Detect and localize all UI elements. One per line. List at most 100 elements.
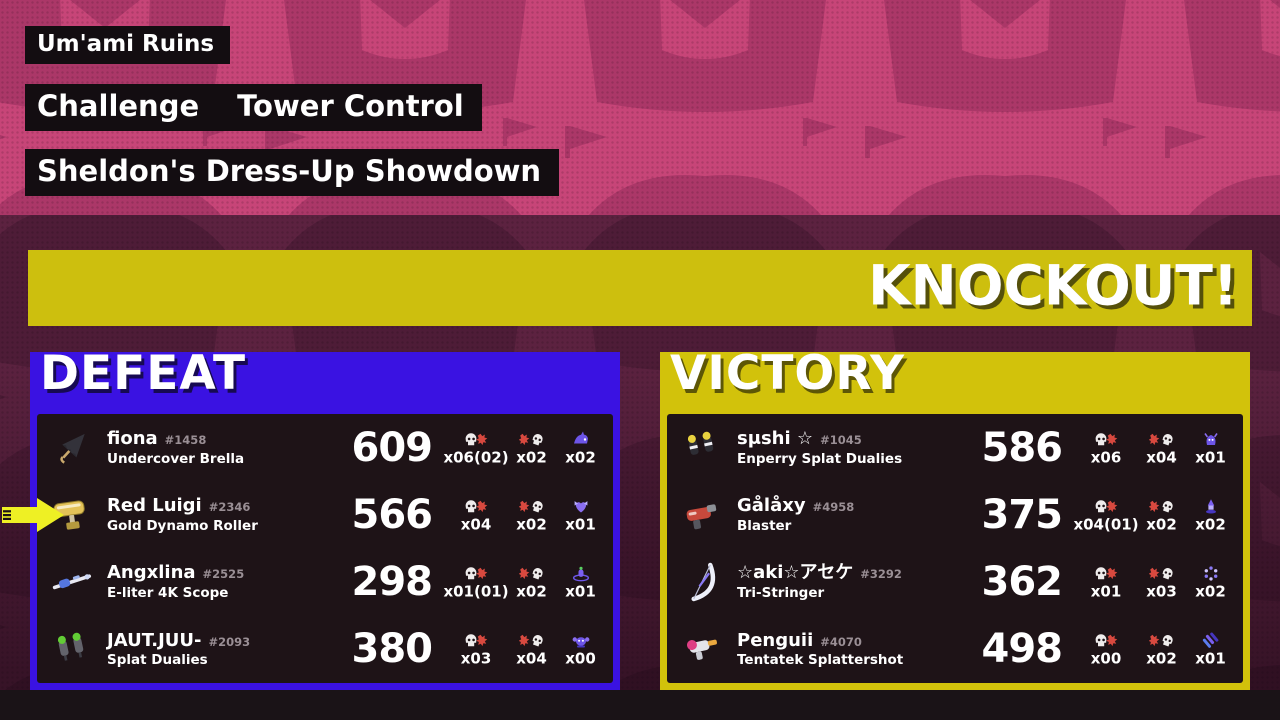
reefslider-special-icon (572, 430, 590, 448)
specials-stat: x02 (1186, 497, 1235, 532)
specials-count: x02 (1195, 582, 1226, 601)
splats-stat: x04 (445, 497, 507, 532)
player-weapon-name: Undercover Brella (107, 450, 245, 467)
stage-name: Um'ami Ruins (37, 31, 215, 57)
splats-count: x01 (1090, 582, 1122, 601)
self-player-arrow-icon (2, 497, 64, 532)
player-points: 362 (981, 559, 1064, 606)
specials-count: x00 (565, 649, 596, 668)
player-stats: x06 x04 x01 (1075, 430, 1235, 465)
player-name: ☆aki☆アセケ (737, 562, 854, 584)
splat-skull-icon (1149, 632, 1175, 650)
player-tag: #3292 (860, 567, 902, 582)
defeat-team-panel: DEFEAT fiona #1458 Undercover Brella 609 … (2, 346, 620, 690)
specials-count: x01 (565, 582, 596, 601)
splatted-stat: x02 (507, 565, 556, 600)
splats-count: x06(02) (443, 448, 509, 467)
player-identity: ☆aki☆アセケ #3292 Tri-Stringer (737, 563, 962, 601)
player-identity: JAUT.JUU- #2093 Splat Dualies (107, 629, 332, 669)
wave-breaker-special-icon (572, 565, 590, 583)
player-stats: x03 x04 x00 (445, 632, 605, 667)
splat-skull-icon (519, 565, 545, 583)
victory-title: VICTORY (670, 346, 906, 401)
splatted-stat: x02 (1137, 497, 1186, 532)
victory-player-list: sμshi ☆ #1045 Enperry Splat Dualies 586 x… (667, 414, 1243, 683)
player-row: ☆aki☆アセケ #3292 Tri-Stringer 362 x01 x03 x… (667, 549, 1243, 616)
specials-stat: x02 (1186, 565, 1235, 600)
player-weapon-name: Tentatek Splattershot (737, 652, 904, 669)
player-row: fiona #1458 Undercover Brella 609 x06(02)… (37, 414, 613, 481)
player-tag: #2525 (202, 567, 245, 582)
splats-count: x06 (1090, 448, 1122, 467)
mode-rule-label: Challenge Tower Control (25, 84, 482, 131)
player-points: 609 (351, 424, 434, 471)
weapon-cell (667, 426, 737, 470)
splatted-count: x02 (516, 448, 547, 467)
splatted-count: x04 (1146, 448, 1177, 467)
defeat-player-list: fiona #1458 Undercover Brella 609 x06(02)… (2, 414, 613, 683)
player-weapon-name: Gold Dynamo Roller (107, 517, 258, 534)
specials-stat: x01 (1186, 430, 1235, 465)
player-identity: sμshi ☆ #1045 Enperry Splat Dualies (737, 427, 962, 467)
splats-count: x01(01) (443, 582, 509, 601)
specials-stat: x01 (1186, 632, 1235, 667)
killer-wail-5-1-special-icon (1202, 565, 1220, 583)
player-stats: x00 x02 x01 (1075, 632, 1235, 667)
player-name: sμshi ☆ (737, 427, 814, 449)
player-weapon-name: E-liter 4K Scope (107, 585, 229, 602)
player-weapon-name: Tri-Stringer (737, 585, 825, 602)
splat-skull-icon (1149, 497, 1175, 515)
skull-splat-icon (1093, 565, 1119, 583)
skull-splat-icon (1093, 430, 1119, 448)
blaster-weapon-icon (680, 493, 724, 537)
splats-count: x03 (460, 649, 492, 668)
weapon-cell (667, 627, 737, 671)
event-name: Sheldon's Dress-Up Showdown (37, 154, 542, 188)
splat-dualies-weapon-icon (50, 627, 94, 671)
splatted-stat: x02 (1137, 632, 1186, 667)
defeat-title: DEFEAT (40, 346, 247, 401)
player-name: JAUT.JUU- (107, 629, 202, 651)
splatted-stat: x03 (1137, 565, 1186, 600)
splatted-count: x02 (1146, 515, 1177, 534)
splatted-count: x02 (1146, 649, 1177, 668)
player-name: Angxlina (107, 562, 196, 584)
weapon-cell (37, 627, 107, 671)
splats-stat: x01 (1075, 565, 1137, 600)
knockout-text: KNOCKOUT! (868, 253, 1238, 318)
splats-count: x04 (460, 515, 492, 534)
weapon-cell (667, 493, 737, 537)
crab-tank-special-icon (572, 632, 590, 650)
stage-name-label: Um'ami Ruins (25, 26, 231, 64)
specials-count: x01 (1195, 448, 1226, 467)
zipcaster-special-icon (1202, 430, 1220, 448)
splat-skull-icon (519, 497, 545, 515)
specials-stat: x01 (556, 497, 605, 532)
weapon-cell (37, 560, 107, 604)
mode-name: Challenge (37, 89, 200, 123)
specials-count: x02 (1195, 515, 1226, 534)
splat-skull-icon (519, 430, 545, 448)
splats-stat: x03 (445, 632, 507, 667)
player-row: Angxlina #2525 E-liter 4K Scope 298 x01(0… (37, 549, 613, 616)
player-row: Gålåxy #4958 Blaster 375 x04(01) x02 x02 (667, 481, 1243, 548)
player-stats: x04(01) x02 x02 (1073, 497, 1235, 532)
skull-splat-icon (463, 497, 489, 515)
skull-splat-icon (463, 632, 489, 650)
player-points: 298 (351, 559, 434, 606)
weapon-cell (667, 560, 737, 604)
splats-count: x00 (1090, 649, 1122, 668)
skull-splat-icon (1093, 497, 1119, 515)
splat-skull-icon (1149, 565, 1175, 583)
player-points: 566 (351, 491, 434, 538)
player-row-self: Red Luigi #2346 Gold Dynamo Roller 566 x0… (2, 481, 613, 548)
splatted-stat: x04 (507, 632, 556, 667)
specials-stat: x00 (556, 632, 605, 667)
background-bottom-black-strip (0, 690, 1280, 720)
splat-skull-icon (1149, 430, 1175, 448)
player-tag: #2093 (208, 634, 251, 649)
player-stats: x01 x03 x02 (1075, 565, 1235, 600)
splatted-stat: x04 (1137, 430, 1186, 465)
specials-count: x01 (565, 515, 596, 534)
